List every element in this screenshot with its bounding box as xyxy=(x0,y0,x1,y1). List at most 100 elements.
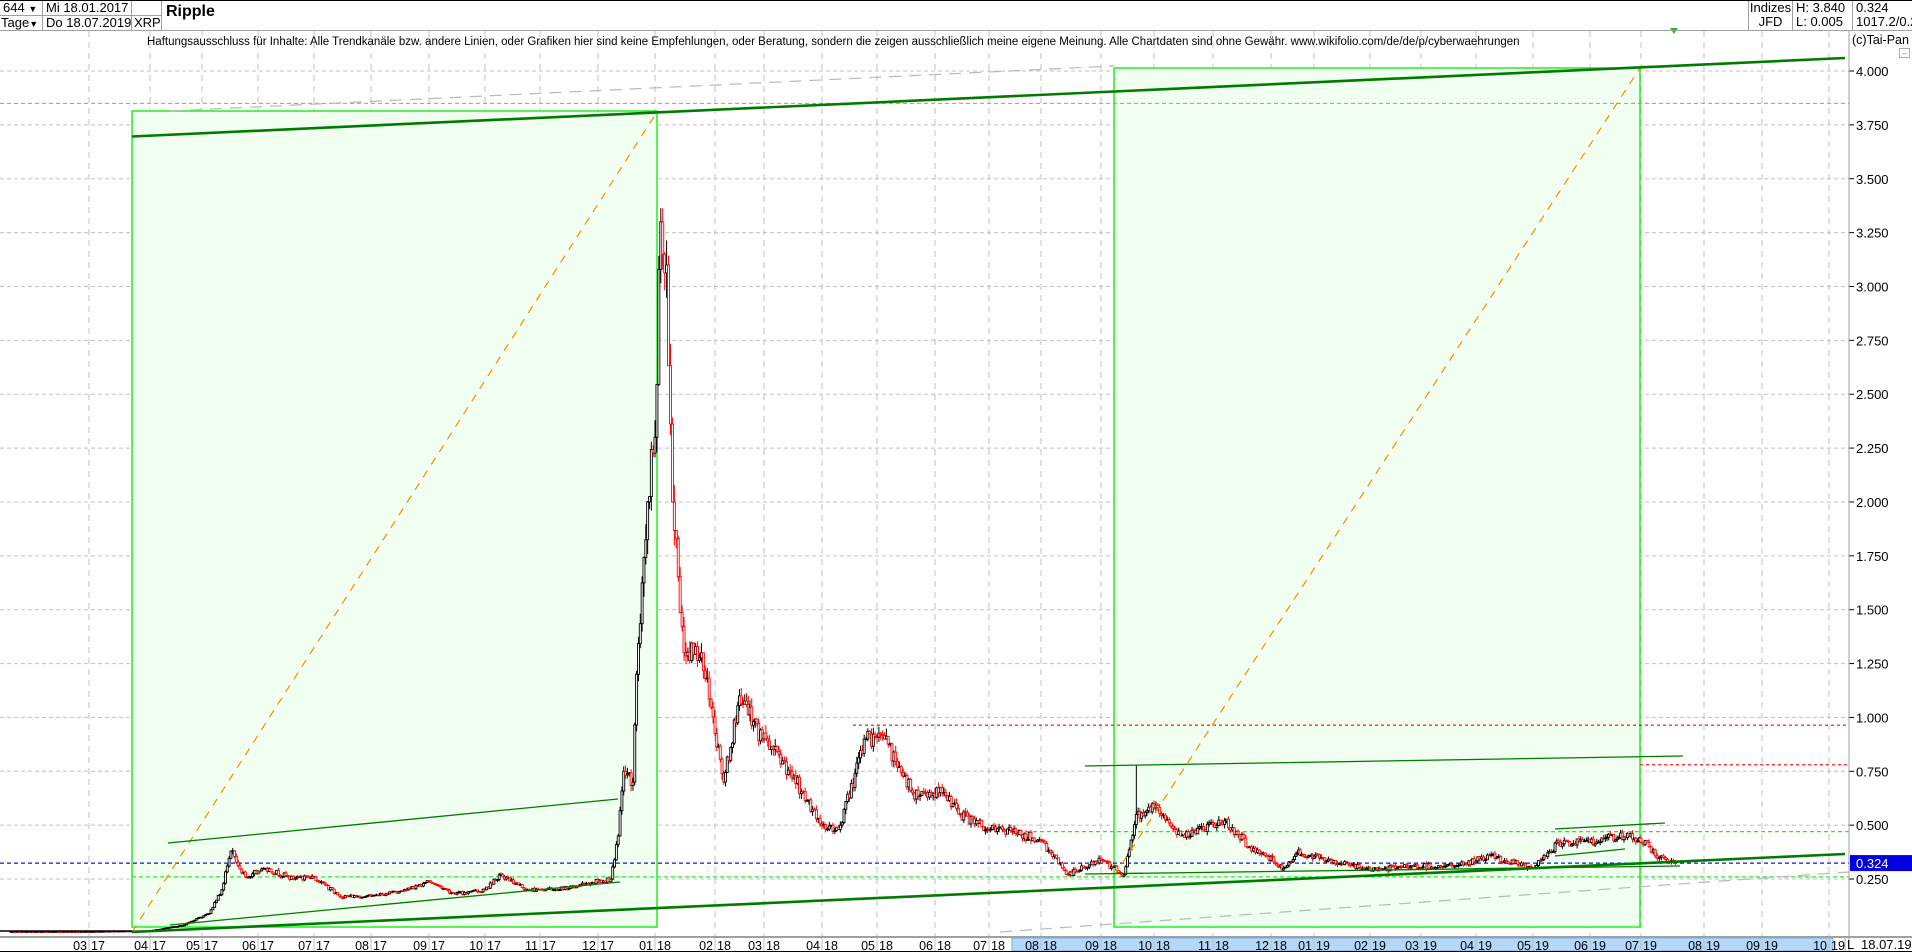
candle xyxy=(234,855,238,863)
candle xyxy=(886,735,890,745)
candle xyxy=(951,803,955,808)
x-tick-label: 02 xyxy=(1354,939,1368,952)
candle xyxy=(1160,813,1164,816)
candle xyxy=(1002,829,1006,832)
x-tick-label: 10 xyxy=(1813,939,1827,952)
x-tick-label: 19 xyxy=(1764,939,1778,952)
candle xyxy=(618,810,622,837)
candle xyxy=(211,906,215,911)
last-value: 0.324 xyxy=(1856,0,1889,15)
channel-2018-lower[interactable] xyxy=(1084,865,1681,875)
candle xyxy=(720,758,724,775)
candle xyxy=(1661,855,1665,859)
channel-2018-upper[interactable] xyxy=(1084,755,1684,767)
fib-diagonal-2[interactable] xyxy=(1113,67,1641,877)
candle xyxy=(732,719,736,744)
end-date[interactable]: Do 18.07.2019 xyxy=(43,16,132,30)
candle xyxy=(1099,857,1103,861)
x-tick-label: 03 xyxy=(73,939,87,952)
candle xyxy=(323,882,327,885)
x-tick-label: 11 xyxy=(525,939,538,952)
y-tick-label: 2.250 xyxy=(1856,441,1889,456)
candle xyxy=(1634,837,1638,843)
candle xyxy=(365,895,369,898)
candle xyxy=(881,733,885,736)
candle xyxy=(1167,819,1171,824)
y-tick-label: 1.250 xyxy=(1856,657,1889,672)
candle xyxy=(707,677,711,700)
x-tick-label: 18 xyxy=(824,939,838,952)
y-tick-label: 0.250 xyxy=(1856,872,1889,887)
candle xyxy=(1062,867,1066,871)
candle xyxy=(766,738,770,742)
candle xyxy=(440,886,444,890)
candle xyxy=(1078,869,1082,872)
candle xyxy=(827,825,831,830)
candle xyxy=(894,751,898,762)
candle xyxy=(380,893,384,896)
candle xyxy=(224,871,227,884)
channel-2017-lower[interactable] xyxy=(169,881,621,926)
x-tick-label: 17 xyxy=(91,939,105,952)
candle xyxy=(969,816,973,825)
source: JFD xyxy=(1758,14,1783,29)
candle xyxy=(1645,840,1649,843)
candle xyxy=(240,868,244,874)
candle xyxy=(669,365,672,425)
candle xyxy=(635,673,639,726)
x-tick-label: 09 xyxy=(1746,939,1760,952)
trend-lines[interactable] xyxy=(0,56,1846,934)
candle xyxy=(614,844,618,861)
candle xyxy=(340,895,344,899)
channel-2019-upper[interactable] xyxy=(1554,822,1666,830)
bars-count-dropdown[interactable]: 644 ▼ xyxy=(0,1,43,15)
candle xyxy=(667,264,670,367)
candle xyxy=(243,871,247,878)
candle xyxy=(1607,833,1611,838)
candle xyxy=(711,706,715,718)
candle xyxy=(1043,840,1047,844)
log-scale-toggle[interactable]: L xyxy=(1847,937,1855,952)
candle xyxy=(269,868,273,873)
upper-trend-line[interactable] xyxy=(131,56,1846,138)
y-tick-label: 0.500 xyxy=(1856,818,1889,833)
channel-2019-middle[interactable] xyxy=(1554,848,1626,857)
collapse-icon[interactable]: – xyxy=(1899,48,1910,58)
candle xyxy=(1312,855,1316,860)
candle xyxy=(982,826,986,831)
candle xyxy=(1600,837,1604,843)
candle xyxy=(455,892,459,895)
channel-2017-upper[interactable] xyxy=(167,798,619,844)
start-date[interactable]: Mi 18.01.2017 xyxy=(43,1,132,15)
candle xyxy=(764,732,768,740)
candle xyxy=(663,253,667,274)
last-price-label: 0.324 xyxy=(1856,856,1889,871)
high-value: H: 3.840 xyxy=(1796,0,1846,15)
x-tick-label: 06 xyxy=(242,939,256,952)
candle xyxy=(752,721,755,726)
candle xyxy=(849,783,853,799)
candle xyxy=(336,892,340,896)
candle xyxy=(777,750,781,755)
x-tick-label: 11 xyxy=(1198,939,1211,952)
y-tick-label: 3.250 xyxy=(1856,226,1889,241)
x-tick-label: 19 xyxy=(1372,939,1386,952)
candle xyxy=(871,733,875,747)
candle xyxy=(293,877,297,880)
candle xyxy=(1087,864,1091,868)
x-tick-label: 18 xyxy=(991,939,1005,952)
candle xyxy=(783,760,787,763)
x-tick-label: 12 xyxy=(582,939,596,952)
x-tick-label: 08 xyxy=(1688,939,1702,952)
x-tick-label: 19 xyxy=(1316,939,1330,952)
x-tick-label: 05 xyxy=(186,939,200,952)
candle xyxy=(497,874,501,880)
candle xyxy=(1647,841,1651,848)
period-dropdown[interactable]: Tage▼ xyxy=(0,16,43,30)
candle xyxy=(625,773,629,776)
candle xyxy=(1639,837,1643,843)
fib-diagonal-1[interactable] xyxy=(131,111,658,933)
gray-channel-line xyxy=(999,871,1850,933)
candle xyxy=(202,915,206,918)
